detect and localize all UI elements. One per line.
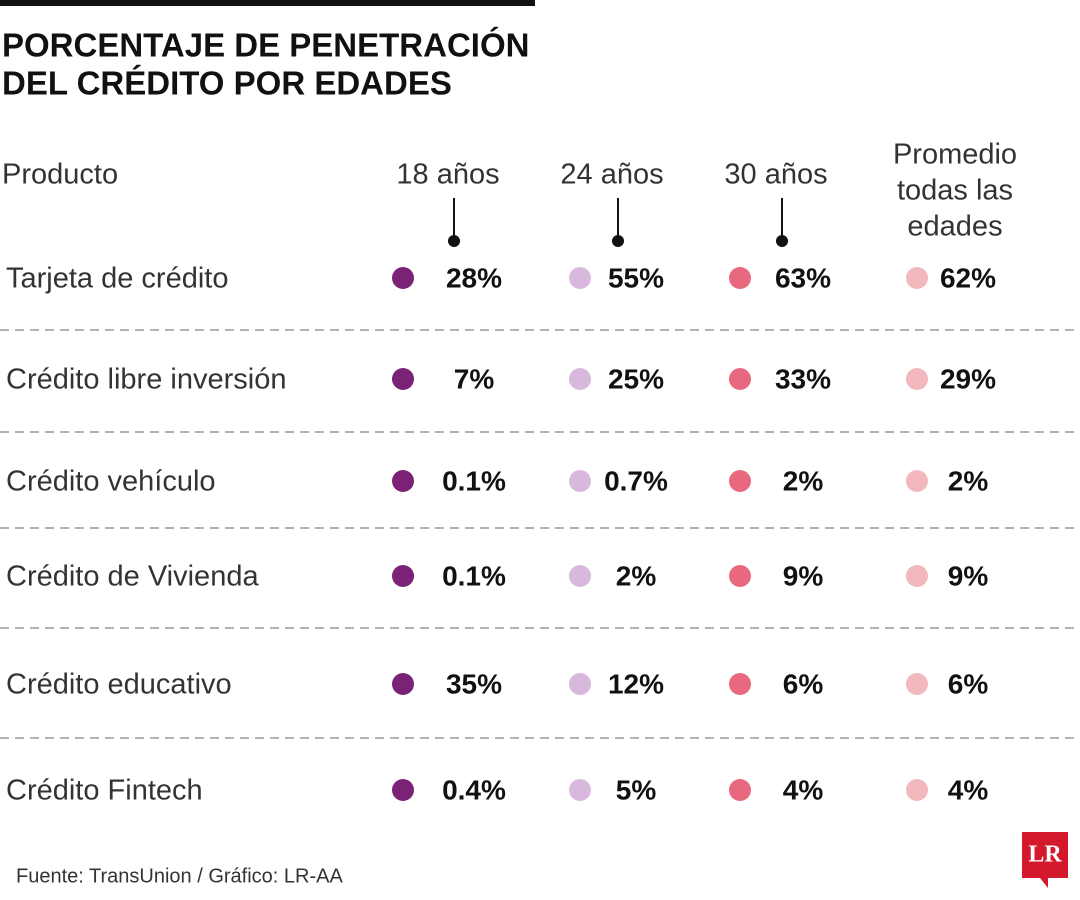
cell-value: 0.1%	[442, 560, 506, 591]
cell-value: 5%	[616, 774, 657, 805]
cell-value: 9%	[783, 560, 824, 591]
cell-value: 29%	[940, 363, 996, 394]
product-label: Crédito educativo	[6, 669, 232, 701]
product-label: Crédito libre inversión	[6, 364, 286, 396]
title-line: PORCENTAJE DE PENETRACIÓN	[2, 27, 529, 64]
cell-value: 2%	[616, 560, 657, 591]
legend-dot	[729, 470, 751, 492]
pointer-dot	[776, 235, 788, 247]
legend-dot	[392, 779, 414, 801]
cell-value: 28%	[446, 262, 502, 293]
cell-value: 35%	[446, 668, 502, 699]
cell-value: 25%	[608, 363, 664, 394]
legend-dot	[569, 267, 591, 289]
legend-dot	[906, 779, 928, 801]
column-header: todas las	[897, 175, 1013, 207]
cell-value: 0.1%	[442, 465, 506, 496]
column-header: 24 años	[560, 159, 663, 191]
cell-value: 6%	[948, 668, 989, 699]
legend-dot	[569, 565, 591, 587]
cell-value: 33%	[775, 363, 831, 394]
column-header: Producto	[2, 159, 118, 191]
legend-dot	[569, 470, 591, 492]
legend-dot	[569, 673, 591, 695]
product-label: Tarjeta de crédito	[6, 263, 228, 295]
legend-dot	[906, 267, 928, 289]
legend-dot	[906, 673, 928, 695]
legend-dot	[569, 779, 591, 801]
column-header: 30 años	[724, 159, 827, 191]
legend-dot	[729, 673, 751, 695]
cell-value: 0.7%	[604, 465, 668, 496]
legend-dot	[729, 368, 751, 390]
product-label: Crédito de Vivienda	[6, 561, 259, 593]
cell-value: 12%	[608, 668, 664, 699]
pointer-dot	[448, 235, 460, 247]
column-header: Promedio	[893, 139, 1017, 171]
legend-dot	[906, 470, 928, 492]
legend-dot	[729, 267, 751, 289]
cell-value: 9%	[948, 560, 989, 591]
cell-value: 7%	[454, 363, 495, 394]
legend-dot	[392, 368, 414, 390]
cell-value: 63%	[775, 262, 831, 293]
cell-value: 0.4%	[442, 774, 506, 805]
cell-value: 4%	[948, 774, 989, 805]
logo: LR	[1028, 842, 1062, 868]
cell-value: 2%	[783, 465, 824, 496]
legend-dot	[906, 565, 928, 587]
legend-dot	[392, 673, 414, 695]
legend-dot	[392, 267, 414, 289]
pointer-dot	[612, 235, 624, 247]
cell-value: 55%	[608, 262, 664, 293]
legend-dot	[729, 565, 751, 587]
cell-value: 62%	[940, 262, 996, 293]
cell-value: 6%	[783, 668, 824, 699]
source: Fuente: TransUnion / Gráfico: LR-AA	[16, 865, 343, 887]
legend-dot	[906, 368, 928, 390]
top-bar	[0, 0, 535, 6]
title-line: DEL CRÉDITO POR EDADES	[2, 65, 452, 102]
column-header: edades	[907, 211, 1002, 243]
legend-dot	[392, 565, 414, 587]
cell-value: 2%	[948, 465, 989, 496]
column-header: 18 años	[396, 159, 499, 191]
product-label: Crédito vehículo	[6, 466, 216, 498]
legend-dot	[729, 779, 751, 801]
product-label: Crédito Fintech	[6, 775, 203, 807]
logo-tail	[1040, 878, 1048, 888]
legend-dot	[392, 470, 414, 492]
legend-dot	[569, 368, 591, 390]
logo-box	[1022, 832, 1068, 878]
cell-value: 4%	[783, 774, 824, 805]
